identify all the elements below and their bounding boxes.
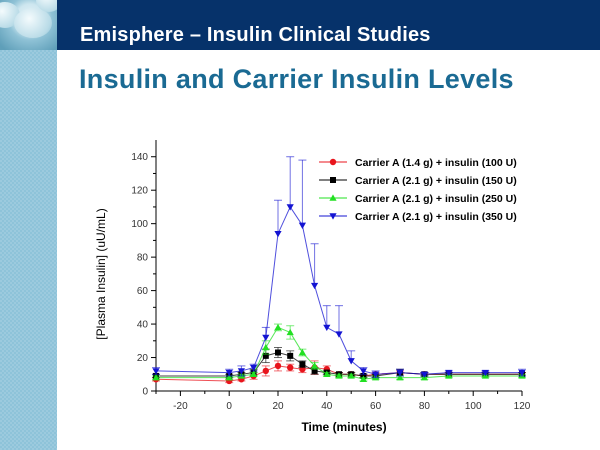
x-tick-label: -20 — [173, 401, 188, 412]
y-axis-title-group: [Plasma Insulin] (uU/mL) — [94, 208, 108, 339]
data-point — [287, 352, 294, 359]
data-point — [420, 371, 428, 378]
data-point — [262, 352, 269, 359]
data-point — [359, 368, 367, 375]
series-4 — [152, 156, 526, 379]
y-tick-label: 60 — [137, 286, 149, 297]
data-point — [311, 362, 319, 369]
header-title: Emisphere – Insulin Clinical Studies — [80, 24, 431, 46]
data-point — [286, 328, 294, 336]
data-point — [237, 368, 245, 375]
data-point — [152, 368, 160, 375]
data-point — [311, 282, 319, 290]
slide-title: Insulin and Carrier Insulin Levels — [79, 64, 514, 94]
data-point — [298, 348, 306, 356]
data-point — [250, 370, 258, 377]
data-point — [152, 374, 160, 381]
x-tick-label: 40 — [321, 401, 333, 412]
y-tick-label: 20 — [137, 353, 149, 364]
data-point — [335, 331, 343, 338]
data-point — [287, 364, 294, 371]
data-point — [274, 362, 282, 370]
series-3 — [152, 323, 526, 382]
plot-area: -20 0 20 40 60 80 100 120 0 20 40 60 80 100 120 140 Carr… — [131, 140, 531, 412]
data-point — [445, 369, 453, 377]
legend: Carrier A (1.4 g) + insulin (100 U) Carri… — [319, 157, 517, 223]
data-point — [396, 374, 404, 381]
legend-label: Carrier A (2.1 g) + insulin (150 U) — [355, 175, 517, 187]
series-line — [155, 205, 522, 375]
header-bar: Emisphere – Insulin Clinical Studies — [0, 0, 600, 50]
data-point — [275, 349, 281, 356]
legend-label: Carrier A (2.1 g) + insulin (250 U) — [355, 193, 517, 205]
pills-image — [0, 0, 57, 50]
data-point — [262, 367, 269, 375]
x-tick-label: 60 — [370, 401, 382, 412]
x-axis-title: Time (minutes) — [301, 420, 386, 434]
data-point — [274, 323, 282, 331]
data-point — [225, 369, 233, 377]
data-point — [274, 231, 282, 238]
data-point — [250, 364, 258, 372]
x-tick-label: 20 — [272, 401, 284, 412]
data-point — [335, 372, 343, 379]
chart: -20 0 20 40 60 80 100 120 0 20 40 60 80 100 120 140 Carr… — [94, 140, 531, 434]
data-point — [359, 375, 367, 382]
legend-label: Carrier A (1.4 g) + insulin (100 U) — [355, 157, 517, 169]
x-tick-label: 80 — [419, 401, 431, 412]
data-point — [518, 369, 526, 377]
data-point — [323, 324, 331, 332]
data-point — [372, 371, 380, 378]
y-tick-label: 80 — [137, 253, 149, 264]
x-tick-label: 0 — [226, 401, 232, 412]
data-point — [311, 367, 318, 374]
legend-marker — [330, 177, 336, 183]
data-point — [286, 204, 294, 211]
data-point — [481, 369, 489, 377]
y-tick-label: 0 — [142, 387, 148, 398]
y-tick-label: 100 — [131, 219, 148, 230]
y-tick-label: 40 — [137, 320, 149, 331]
legend-marker — [329, 158, 337, 166]
data-point — [323, 370, 331, 377]
sidebar-pattern — [0, 50, 57, 450]
data-point — [347, 372, 355, 379]
data-point — [299, 361, 306, 368]
legend-marker — [329, 194, 337, 201]
data-point — [347, 358, 355, 365]
data-point — [262, 343, 270, 351]
x-tick-label: 100 — [465, 401, 482, 412]
data-point — [396, 369, 404, 377]
y-tick-label: 140 — [131, 152, 148, 163]
data-point — [225, 374, 233, 381]
data-point — [298, 222, 306, 229]
legend-label: Carrier A (2.1 g) + insulin (350 U) — [355, 211, 517, 223]
x-tick-label: 120 — [514, 401, 531, 412]
data-point — [262, 334, 270, 342]
legend-marker — [329, 213, 337, 220]
y-tick-label: 120 — [131, 186, 148, 197]
y-axis-title: [Plasma Insulin] (uU/mL) — [94, 208, 108, 339]
